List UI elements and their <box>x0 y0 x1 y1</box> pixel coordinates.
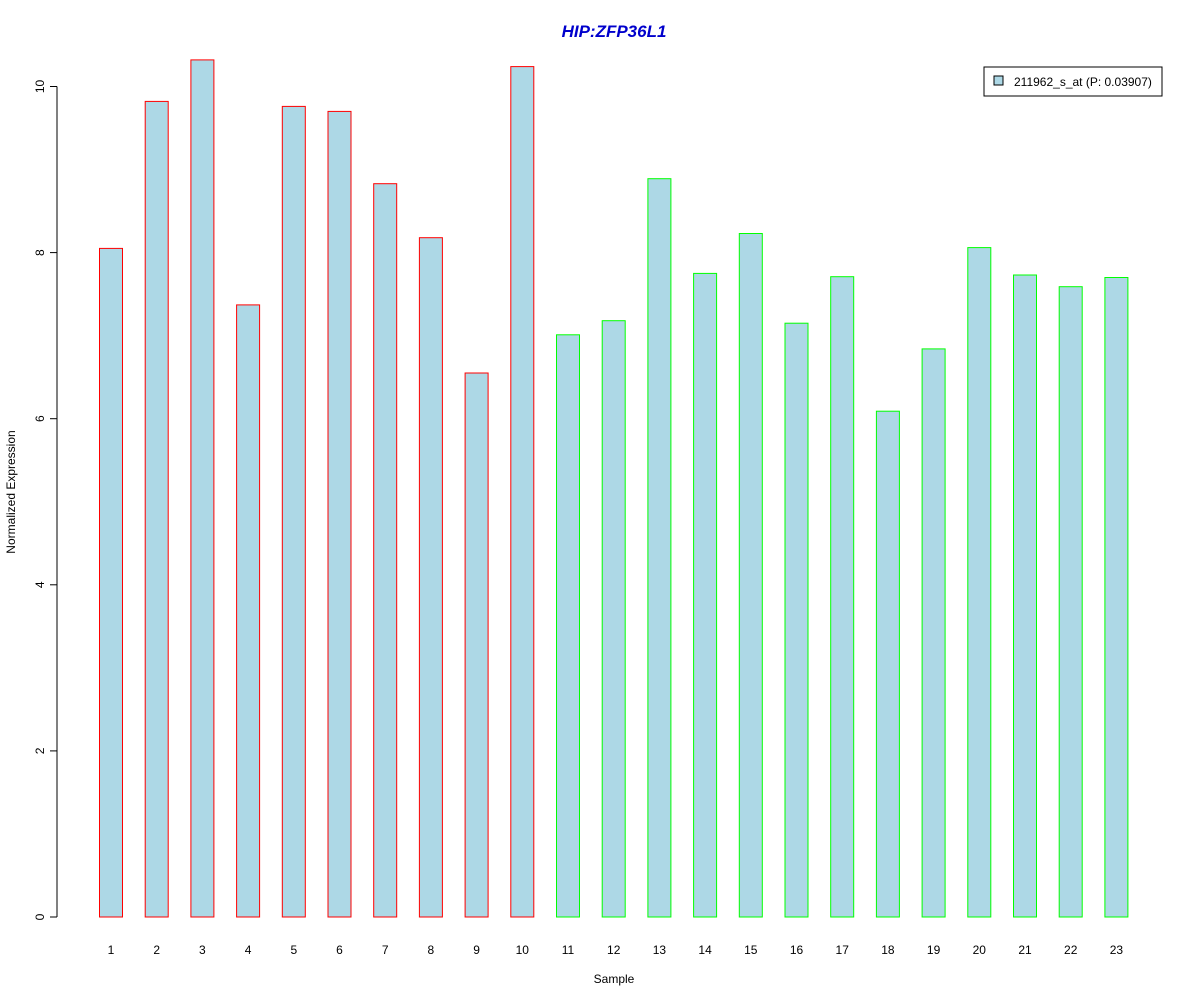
bar <box>647 178 672 918</box>
x-tick-label: 15 <box>744 943 758 957</box>
bar <box>1013 274 1037 918</box>
x-tick-label: 19 <box>927 943 941 957</box>
y-tick-label: 0 <box>33 913 47 920</box>
bars <box>99 59 1129 918</box>
x-tick-label: 16 <box>790 943 804 957</box>
x-tick-label: 17 <box>836 943 850 957</box>
bar <box>373 183 398 918</box>
bar <box>830 276 855 918</box>
x-tick-label: 18 <box>881 943 895 957</box>
x-tick-label: 20 <box>973 943 987 957</box>
bar <box>1104 277 1129 918</box>
y-axis: 0 2 4 6 8 10 <box>33 80 58 920</box>
bar <box>464 372 489 918</box>
bar <box>510 66 535 918</box>
x-tick-label: 13 <box>653 943 667 957</box>
bar <box>601 320 626 918</box>
legend-box <box>983 66 1163 97</box>
x-tick-label: 14 <box>698 943 712 957</box>
bar <box>99 247 123 918</box>
x-tick-label: 6 <box>336 943 343 957</box>
bar <box>875 410 900 918</box>
bar <box>693 272 718 918</box>
x-tick-label: 4 <box>245 943 252 957</box>
legend-swatch <box>993 75 1004 86</box>
y-tick-label: 2 <box>33 747 47 754</box>
x-tick-label: 21 <box>1018 943 1032 957</box>
bar <box>418 237 443 918</box>
x-tick-label: 12 <box>607 943 621 957</box>
x-axis-title: Sample <box>594 972 635 986</box>
x-tick-label: 8 <box>428 943 435 957</box>
bar <box>327 110 352 918</box>
bar <box>921 348 946 918</box>
x-tick-label: 10 <box>516 943 530 957</box>
x-axis-labels: 1 2 3 4 5 6 7 8 9 10 11 12 13 14 15 16 17 18 19 20 21 22 23 <box>108 943 1124 957</box>
bar <box>190 59 215 918</box>
bar <box>281 105 306 918</box>
bar <box>784 322 809 918</box>
y-tick-label: 8 <box>33 249 47 256</box>
legend-label: 211962_s_at (P: 0.03907) <box>1014 75 1152 89</box>
y-axis-title: Normalized Expression <box>4 430 18 553</box>
bar <box>967 247 992 918</box>
bar <box>144 100 169 918</box>
bar <box>738 233 763 918</box>
bar <box>1058 286 1083 918</box>
bar <box>556 334 580 918</box>
bar <box>236 304 261 918</box>
x-tick-label: 1 <box>108 943 115 957</box>
x-tick-label: 22 <box>1064 943 1078 957</box>
x-tick-label: 9 <box>473 943 480 957</box>
x-tick-label: 5 <box>290 943 297 957</box>
y-tick-label: 6 <box>33 415 47 422</box>
x-tick-label: 23 <box>1110 943 1124 957</box>
chart-title: HIP:ZFP36L1 <box>562 22 667 41</box>
y-tick-label: 4 <box>33 581 47 588</box>
x-tick-label: 3 <box>199 943 206 957</box>
x-tick-label: 2 <box>153 943 160 957</box>
x-tick-label: 11 <box>562 943 575 957</box>
y-tick-label: 10 <box>33 80 47 94</box>
x-tick-label: 7 <box>382 943 389 957</box>
legend: 211962_s_at (P: 0.03907) <box>983 66 1163 97</box>
